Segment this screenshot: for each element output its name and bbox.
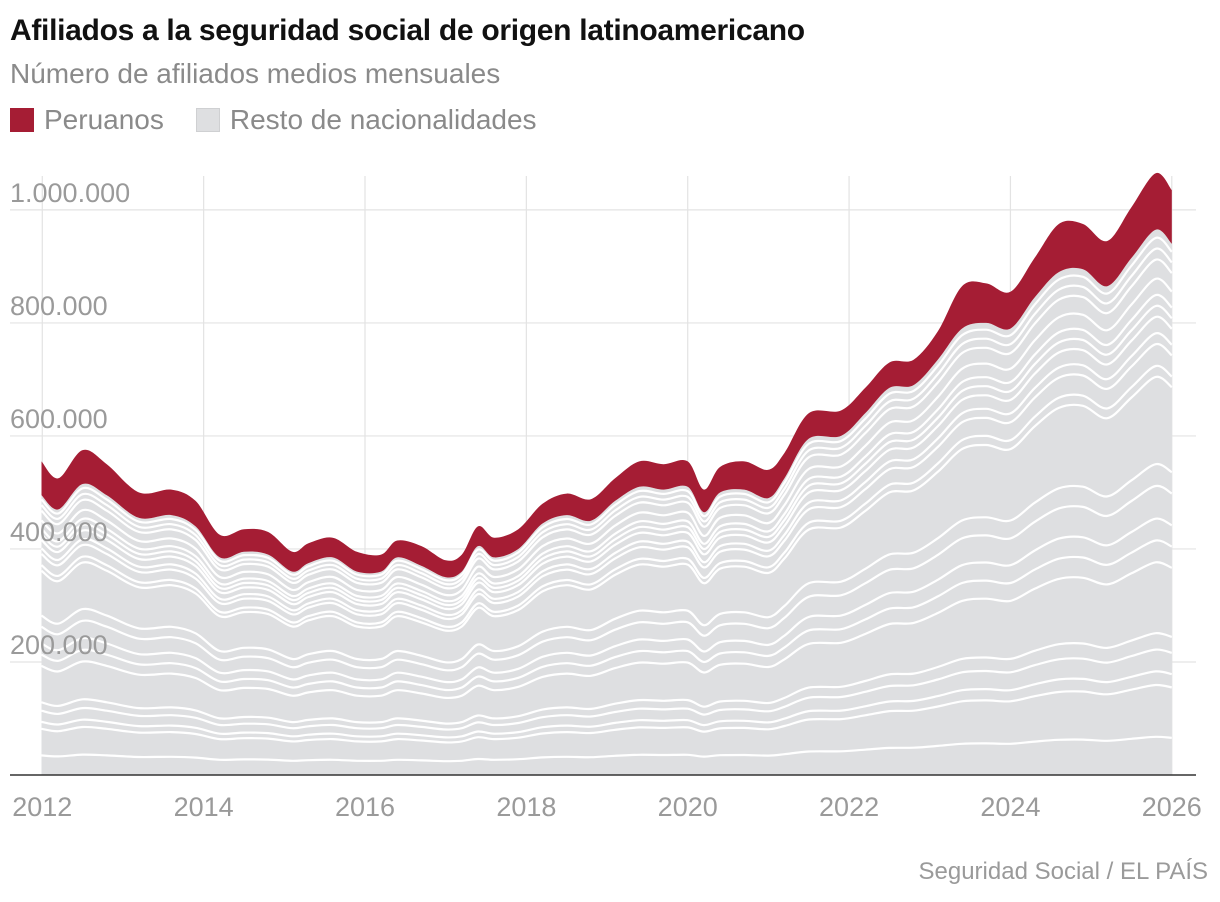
- x-tick-label-2022: 2022: [819, 792, 879, 822]
- inner-line-14: [41, 517, 1173, 684]
- inner-line-8: [40, 332, 1173, 617]
- legend-label-resto: Resto de nacionalidades: [229, 104, 537, 135]
- legend-swatch-peruanos: [10, 108, 34, 132]
- y-tick-label-600.000: 600.000: [10, 404, 108, 434]
- axis-layer: 200.000 400.000 600.000 800.000 1.000.000 201…: [10, 178, 1202, 822]
- x-tick-label-2016: 2016: [335, 792, 395, 822]
- inner-line-5: [40, 293, 1173, 603]
- x-tick-label-2018: 2018: [496, 792, 556, 822]
- inner-line-15: [41, 539, 1173, 692]
- inner-line-11: [40, 375, 1173, 632]
- area-layer: [41, 172, 1172, 775]
- inner-line-4: [40, 277, 1173, 597]
- x-tick-label-2026: 2026: [1142, 792, 1202, 822]
- legend: Peruanos Resto de nacionalidades: [10, 102, 569, 138]
- inner-line-21: [41, 735, 1172, 763]
- legend-swatch-resto: [195, 108, 220, 132]
- x-tick-label-2020: 2020: [658, 792, 718, 822]
- inner-line-6: [40, 304, 1173, 607]
- inner-line-2: [40, 247, 1173, 586]
- y-tick-label-800.000: 800.000: [10, 291, 108, 321]
- y-tick-label-200.000: 200.000: [10, 630, 108, 660]
- inner-line-3: [40, 258, 1173, 590]
- x-tick-label-2024: 2024: [980, 792, 1040, 822]
- area-peruanos: [41, 172, 1172, 578]
- y-tick-label-1.000.000: 1.000.000: [10, 178, 130, 208]
- area-resto-de-nacionalidades: [41, 229, 1172, 775]
- x-tick-label-2014: 2014: [174, 792, 234, 822]
- inner-line-7: [40, 315, 1173, 611]
- legend-label-peruanos: Peruanos: [44, 104, 164, 135]
- chart-subtitle: Número de afiliados medios mensuales: [10, 58, 501, 89]
- inner-line-12: [40, 462, 1173, 664]
- inner-line-20: [41, 683, 1173, 744]
- y-tick-label-400.000: 400.000: [10, 517, 108, 547]
- inner-line-17: [41, 632, 1173, 725]
- inner-line-9: [40, 342, 1173, 621]
- legend-item-resto: Resto de nacionalidades: [195, 104, 537, 136]
- inner-line-18: [41, 648, 1173, 731]
- chart-title: Afiliados a la seguridad social de orige…: [10, 14, 805, 47]
- inner-line-16: [41, 561, 1173, 700]
- inner-line-1: [40, 236, 1173, 582]
- inner-line-10: [40, 364, 1173, 628]
- x-tick-label-2012: 2012: [12, 792, 72, 822]
- inner-line-layer: [40, 236, 1173, 763]
- source-note: Seguridad Social / EL PAÍS: [918, 858, 1209, 885]
- inner-line-13: [40, 484, 1173, 672]
- inner-line-19: [41, 670, 1173, 739]
- legend-item-peruanos: Peruanos: [10, 104, 164, 136]
